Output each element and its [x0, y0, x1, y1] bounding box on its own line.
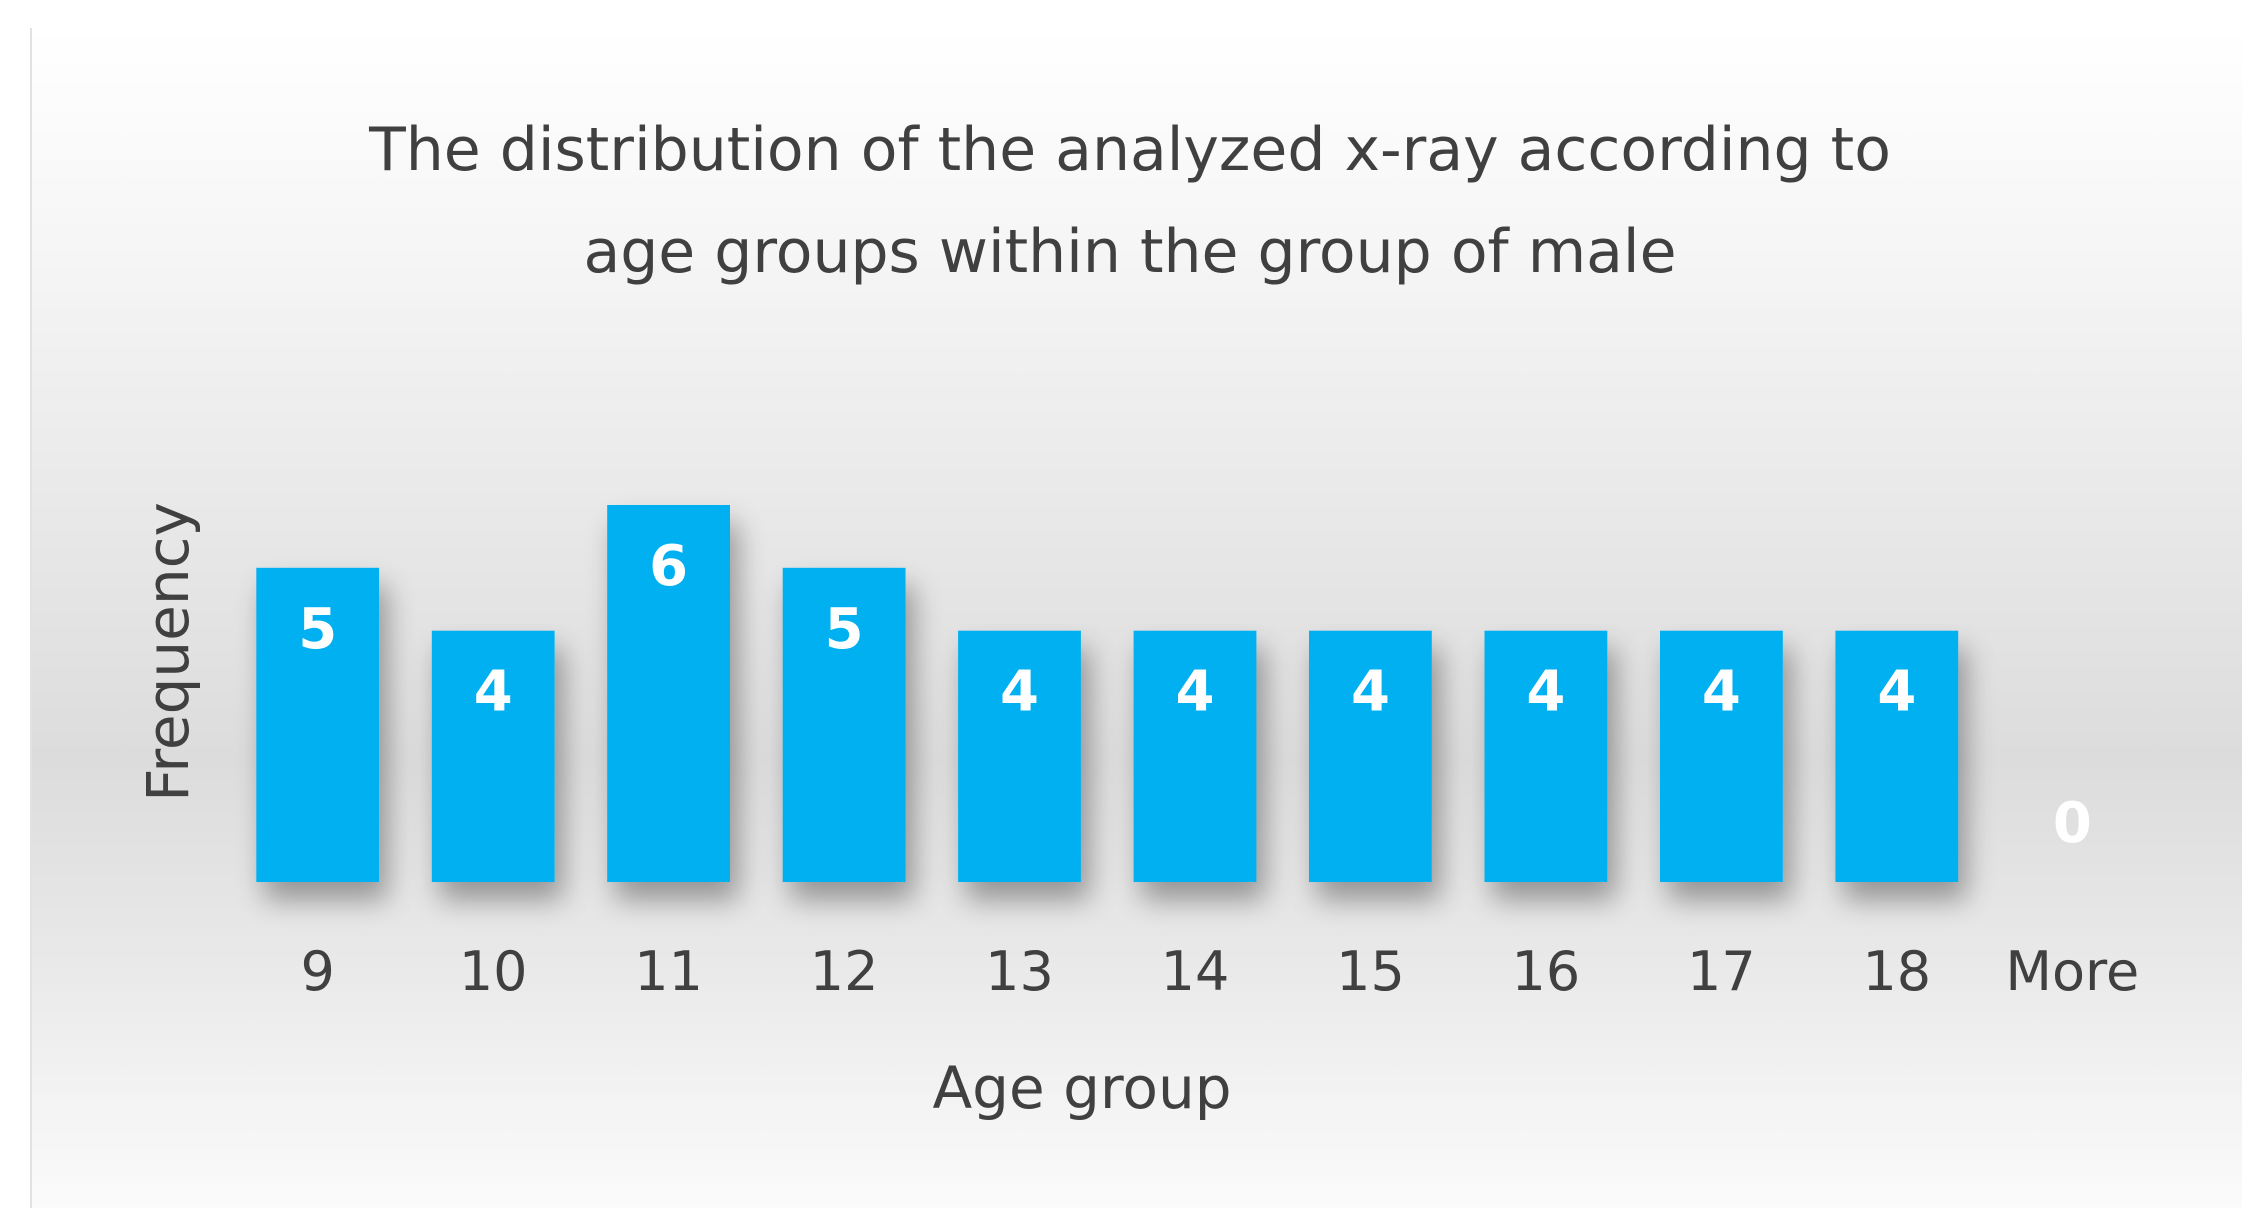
x-tick-more: More	[2005, 940, 2139, 1003]
x-tick-17: 17	[1687, 940, 1756, 1003]
data-labels-group: 5 4 6 5 4 4 4 4 4 4 0	[298, 534, 2092, 856]
x-tick-11: 11	[634, 940, 703, 1003]
data-label-more: 0	[2053, 791, 2092, 856]
bar-15	[1309, 630, 1432, 882]
data-label-16: 4	[1526, 660, 1565, 725]
chart-title-line-2: age groups within the group of male	[583, 217, 1676, 287]
x-tick-14: 14	[1161, 940, 1230, 1003]
bar-18	[1835, 630, 1959, 882]
data-label-10: 4	[474, 660, 513, 725]
y-axis-title: Frequency	[134, 502, 202, 802]
bar-11	[607, 505, 730, 882]
x-tick-labels-group: 9 10 11 12 13 14 15 16 17 18 More	[301, 940, 2140, 1003]
chart-title-line-1: The distribution of the analyzed x-ray a…	[368, 115, 1891, 185]
x-tick-15: 15	[1336, 940, 1405, 1003]
bar-16	[1484, 630, 1608, 882]
chart-background	[30, 28, 2242, 1208]
bar-12	[782, 567, 906, 882]
data-label-18: 4	[1877, 660, 1916, 725]
data-label-12: 5	[825, 597, 864, 662]
data-label-15: 4	[1351, 660, 1390, 725]
data-label-17: 4	[1702, 660, 1741, 725]
x-tick-9: 9	[301, 940, 335, 1003]
x-tick-10: 10	[459, 940, 528, 1003]
bars-group	[256, 505, 1959, 882]
bar-17	[1660, 630, 1783, 882]
x-tick-16: 16	[1512, 940, 1581, 1003]
data-label-11: 6	[649, 534, 688, 599]
bar-13	[958, 630, 1081, 882]
x-tick-13: 13	[985, 940, 1054, 1003]
x-axis-title: Age group	[932, 1054, 1231, 1122]
data-label-9: 5	[298, 597, 337, 662]
bar-9	[256, 567, 380, 882]
bar-14	[1133, 630, 1257, 882]
data-label-13: 4	[1000, 660, 1039, 725]
data-label-14: 4	[1176, 660, 1215, 725]
bar-10	[431, 630, 555, 882]
x-tick-12: 12	[810, 940, 879, 1003]
x-tick-18: 18	[1862, 940, 1931, 1003]
